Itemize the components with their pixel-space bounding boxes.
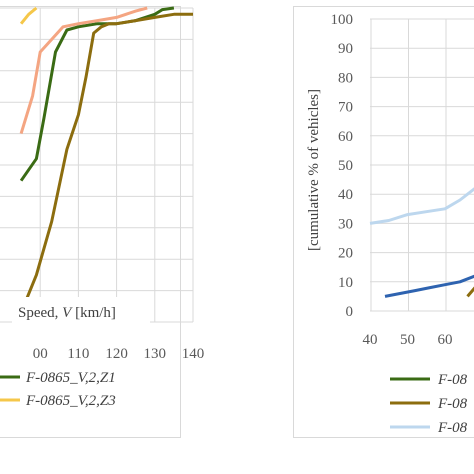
left-series-group bbox=[19, 6, 193, 314]
right-legend-label: F-08 bbox=[437, 396, 468, 412]
left-xlabel-box bbox=[12, 297, 150, 325]
right-x-tick-labels: 40 50 60 bbox=[363, 332, 453, 348]
left-xlabel-var: V bbox=[62, 305, 73, 321]
right-series-line-3 bbox=[369, 187, 474, 225]
right-y-tick-label: 40 bbox=[338, 187, 353, 203]
right-x-tick-label: 60 bbox=[438, 332, 453, 348]
left-series-line-1 bbox=[19, 6, 175, 182]
left-chart-frame bbox=[0, 6, 181, 438]
right-series-line-4 bbox=[384, 274, 474, 298]
left-x-tick-label: 120 bbox=[105, 346, 128, 362]
left-x-tick-label: 140 bbox=[182, 346, 205, 362]
right-legend-label: F-08 bbox=[437, 420, 468, 436]
right-series-line-2 bbox=[466, 286, 474, 298]
right-y-tick-label: 60 bbox=[338, 129, 353, 145]
left-x-tick-label: 130 bbox=[144, 346, 167, 362]
right-x-tick-label: 40 bbox=[363, 332, 378, 348]
right-y-tick-label: 20 bbox=[338, 246, 353, 262]
left-x-tick-labels: 00 110 120 130 140 bbox=[33, 346, 205, 362]
left-series-line-2 bbox=[19, 12, 193, 314]
right-y-tick-label: 90 bbox=[338, 41, 353, 57]
right-y-axis-label: [cumulative % of vehicles] bbox=[306, 89, 322, 251]
right-y-tick-label: 80 bbox=[338, 70, 353, 86]
left-legend-label: F-0865_V,2,Z1 bbox=[25, 370, 116, 386]
left-x-axis-label: Speed, V [km/h] bbox=[18, 305, 116, 321]
right-x-tick-label: 50 bbox=[400, 332, 415, 348]
right-series-group bbox=[369, 187, 474, 298]
right-y-tick-label: 10 bbox=[338, 275, 353, 291]
left-xlabel-unit: [km/h] bbox=[71, 305, 116, 321]
right-gridlines bbox=[370, 18, 474, 312]
left-x-tick-label: 110 bbox=[67, 346, 89, 362]
right-legend: F-08 F-08 F-08 bbox=[390, 372, 468, 436]
left-gridlines bbox=[0, 7, 194, 323]
left-series-line-3 bbox=[19, 6, 148, 135]
right-y-tick-label: 30 bbox=[338, 216, 353, 232]
right-y-tick-label: 70 bbox=[338, 100, 353, 116]
right-y-tick-label: 50 bbox=[338, 158, 353, 174]
right-legend-label: F-08 bbox=[437, 372, 468, 388]
right-y-tick-labels: 0 10 20 30 40 50 60 70 80 90 100 bbox=[331, 12, 354, 320]
left-xlabel-prefix: Speed, bbox=[18, 305, 62, 321]
left-legend: F-0865_V,2,Z1 F-0865_V,2,Z3 bbox=[0, 370, 116, 409]
left-legend-label: F-0865_V,2,Z3 bbox=[25, 393, 116, 409]
left-series-line-4 bbox=[19, 6, 38, 25]
right-y-tick-label: 0 bbox=[346, 304, 354, 320]
left-x-tick-label: 00 bbox=[33, 346, 48, 362]
right-y-tick-label: 100 bbox=[331, 12, 354, 28]
